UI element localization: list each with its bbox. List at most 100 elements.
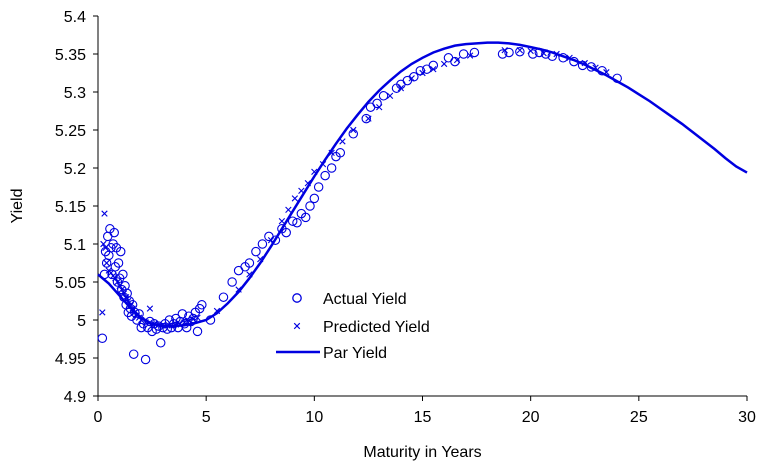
predicted-yield-point — [440, 60, 448, 68]
predicted-yield-point — [100, 240, 107, 248]
par-yield-line — [97, 41, 748, 328]
x-axis-title: Maturity in Years — [363, 444, 481, 461]
actual-yield-point — [244, 258, 255, 268]
actual-yield-point — [309, 193, 320, 204]
predicted-yield-point — [376, 104, 383, 111]
predicted-yield-point — [107, 269, 115, 277]
actual-yield-point — [177, 309, 188, 319]
actual-yield-point — [97, 333, 108, 343]
predicted-yield-point — [419, 69, 426, 77]
actual-yield-point — [428, 60, 439, 71]
predicted-yield-point — [386, 92, 394, 99]
legend-label-actual: Actual Yield — [323, 291, 407, 308]
predicted-yield-point — [194, 314, 201, 321]
predicted-yield-point — [350, 126, 357, 134]
predicted-yield-point — [291, 195, 299, 202]
actual-yield-point — [218, 292, 229, 302]
y-tick-label: 5.4 — [64, 9, 86, 26]
actual-yield-point — [292, 217, 302, 228]
predicted-yield-point — [453, 56, 461, 64]
x-tick-label: 0 — [94, 409, 103, 426]
y-tick-label: 5.05 — [55, 275, 86, 292]
predicted-yield-point — [189, 316, 197, 323]
actual-yield-point — [140, 354, 151, 365]
predicted-yield-point — [185, 317, 193, 324]
plot-series — [97, 41, 748, 365]
predicted-yield-point — [112, 275, 119, 282]
y-tick-label: 5.15 — [55, 199, 86, 216]
predicted-yield-point — [285, 206, 292, 213]
x-ticks: 0 5 10 15 20 25 30 — [94, 396, 756, 426]
predicted-yield-point — [99, 309, 106, 316]
predicted-yield-point — [339, 138, 346, 145]
actual-yield-point — [251, 246, 261, 257]
actual-yield-point — [469, 47, 480, 58]
actual-yield-point — [115, 246, 126, 257]
legend-marker-predicted — [293, 322, 301, 330]
predicted-yield-point — [397, 85, 405, 92]
actual-yield-point — [348, 129, 359, 139]
predicted-yield-point — [408, 75, 415, 82]
predicted-yield-point — [365, 115, 372, 122]
y-tick-label: 5.3 — [64, 85, 86, 102]
actual-yield-point — [305, 201, 315, 211]
y-tick-label: 5.2 — [64, 161, 86, 178]
actual-yield-point — [192, 326, 203, 337]
actual-yield-point — [300, 212, 311, 223]
actual-yield-point — [515, 46, 525, 57]
y-ticks: 4.9 4.95 5 5.05 5.1 5.15 5.2 5.25 5.3 5.35 5.4 — [55, 9, 98, 406]
x-tick-label: 30 — [738, 409, 756, 426]
predicted-yield-point — [278, 218, 286, 225]
x-tick-label: 5 — [202, 409, 211, 426]
actual-yield-point — [113, 258, 124, 268]
x-tick-label: 25 — [630, 409, 648, 426]
predicted-yield-point — [120, 290, 128, 297]
actual-yield-point — [128, 349, 139, 359]
actual-yield-point — [372, 98, 382, 109]
actual-yield-point — [361, 113, 372, 124]
predicted-yield-point — [527, 47, 534, 55]
x-tick-label: 10 — [305, 409, 323, 426]
predicted-yield-point — [146, 305, 154, 312]
predicted-yield-point — [114, 278, 121, 286]
predicted-yield-point — [102, 244, 109, 251]
y-tick-label: 4.9 — [64, 389, 86, 406]
predicted-yield-point — [466, 52, 474, 59]
actual-yield-point — [118, 269, 128, 280]
actual-yield-point — [497, 49, 508, 59]
legend-marker-actual — [292, 293, 302, 303]
y-tick-label: 5.25 — [55, 123, 86, 140]
actual-yield-point — [227, 277, 237, 287]
actual-yield-point — [313, 182, 324, 192]
actual-yield-point — [320, 170, 330, 181]
actual-yield-point — [257, 239, 268, 249]
actual-yield-point — [326, 163, 337, 173]
actual-yield-point — [378, 91, 389, 101]
actual-yield-point — [335, 148, 346, 158]
actual-yield-point — [197, 300, 207, 310]
predicted-yield-point — [118, 286, 125, 293]
y-tick-label: 5 — [77, 313, 86, 330]
actual-yield-point — [528, 49, 538, 59]
actual-yield-point — [458, 49, 469, 59]
actual-yield-point — [281, 227, 291, 238]
actual-yield-point — [109, 227, 119, 238]
actual-yield-point — [504, 47, 514, 58]
x-tick-label: 15 — [414, 409, 432, 426]
legend: Actual Yield Predicted Yield Par Yield — [276, 291, 430, 362]
legend-label-predicted: Predicted Yield — [323, 319, 430, 336]
actual-yield-point — [287, 216, 298, 226]
predicted-yield-point — [116, 282, 123, 289]
x-tick-label: 20 — [522, 409, 540, 426]
y-axis-title: Yield — [9, 189, 26, 224]
predicted-yield-point — [501, 47, 508, 54]
predicted-yield-point — [516, 47, 524, 54]
y-tick-label: 5.35 — [55, 47, 86, 64]
predicted-yield-point — [103, 259, 110, 267]
y-tick-label: 5.1 — [64, 237, 86, 254]
y-tick-label: 4.95 — [55, 351, 86, 368]
predicted-yield-point — [101, 210, 108, 217]
predicted-yield-point — [430, 66, 437, 73]
legend-label-par: Par Yield — [323, 345, 387, 362]
